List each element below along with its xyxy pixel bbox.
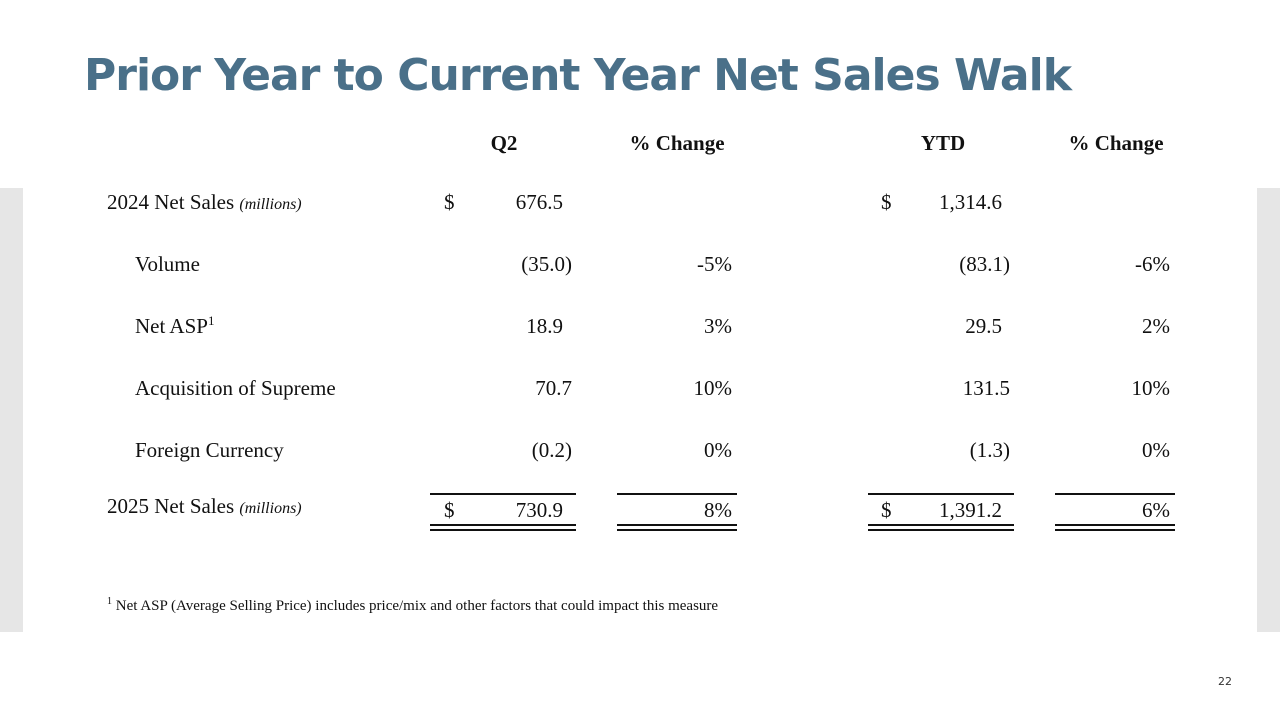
ytd-value: 1,314.6: [939, 190, 1002, 214]
q2-change-value: 0%: [704, 438, 732, 462]
currency-symbol: $: [444, 190, 455, 214]
q2-value: 730.9: [515, 498, 563, 522]
q2-change-value: -5%: [697, 252, 732, 276]
ytd-value: 1,391.2: [939, 498, 1002, 522]
q2-change-value: 3%: [704, 314, 732, 338]
q2-value: 676.5: [515, 190, 563, 214]
table-row: Acquisition of Supreme 70.7 10% 131.5 10…: [0, 376, 1280, 406]
footnote-text: Net ASP (Average Selling Price) includes…: [115, 598, 719, 614]
q2-value: 18.9: [526, 314, 563, 338]
total-rule-q2-change: [617, 493, 737, 495]
row-label-text: Net ASP: [135, 314, 208, 338]
footnote-marker: 1: [107, 596, 112, 607]
q2-value: (35.0): [521, 252, 572, 276]
ytd-change-value: 6%: [1142, 498, 1170, 522]
ytd-change-value: 2%: [1142, 314, 1170, 338]
double-underline-ytd-change: [1055, 524, 1175, 531]
table-row: Foreign Currency (0.2) 0% (1.3) 0%: [0, 438, 1280, 468]
table-row: Volume (35.0) -5% (83.1) -6%: [0, 252, 1280, 282]
header-q2: Q2: [490, 131, 518, 155]
right-side-band: [1257, 188, 1280, 632]
footnote-ref: 1: [207, 313, 215, 328]
row-label: Net ASP1: [135, 314, 214, 339]
table-row: 2025 Net Sales (millions): [0, 494, 1280, 524]
slide-title: Prior Year to Current Year Net Sales Wal…: [84, 50, 1072, 101]
table-row: 2024 Net Sales (millions) $ 676.5 $ 1,31…: [0, 190, 1280, 220]
units-label: (millions): [239, 196, 302, 213]
row-label-text: 2025 Net Sales: [107, 494, 235, 518]
row-label: 2024 Net Sales (millions): [107, 190, 302, 215]
ytd-value: (1.3): [969, 438, 1010, 462]
total-rule-q2: [430, 493, 576, 495]
ytd-value: 131.5: [962, 376, 1010, 400]
total-rule-ytd: [868, 493, 1014, 495]
ytd-change-value: 0%: [1142, 438, 1170, 462]
total-rule-ytd-change: [1055, 493, 1175, 495]
q2-change-value: 10%: [693, 376, 733, 400]
double-underline-q2-change: [617, 524, 737, 531]
q2-value: (0.2): [531, 438, 572, 462]
table-row-values: $ 730.9 8% $ 1,391.2 6%: [0, 498, 1280, 528]
table-row: Net ASP1 18.9 3% 29.5 2%: [0, 314, 1280, 344]
double-underline-ytd: [868, 524, 1014, 531]
currency-symbol: $: [444, 498, 455, 522]
footnote: 1 Net ASP (Average Selling Price) includ…: [107, 596, 719, 615]
ytd-change-value: -6%: [1135, 252, 1170, 276]
ytd-value: 29.5: [965, 314, 1002, 338]
q2-change-value: 8%: [704, 498, 732, 522]
q2-value: 70.7: [535, 376, 572, 400]
currency-symbol: $: [881, 190, 892, 214]
units-label: (millions): [239, 500, 302, 517]
ytd-value: (83.1): [959, 252, 1010, 276]
double-underline-q2: [430, 524, 576, 531]
row-label: Volume: [135, 252, 200, 276]
left-side-band: [0, 188, 23, 632]
row-label-text: 2024 Net Sales: [107, 190, 235, 214]
header-q2-change: % Change: [629, 131, 725, 155]
ytd-change-value: 10%: [1131, 376, 1171, 400]
header-ytd-change: % Change: [1068, 131, 1164, 155]
page-number: 22: [1218, 675, 1232, 688]
currency-symbol: $: [881, 498, 892, 522]
header-ytd: YTD: [920, 131, 966, 155]
row-label: Foreign Currency: [135, 438, 284, 462]
row-label: Acquisition of Supreme: [135, 376, 336, 400]
row-label: 2025 Net Sales (millions): [107, 494, 302, 519]
